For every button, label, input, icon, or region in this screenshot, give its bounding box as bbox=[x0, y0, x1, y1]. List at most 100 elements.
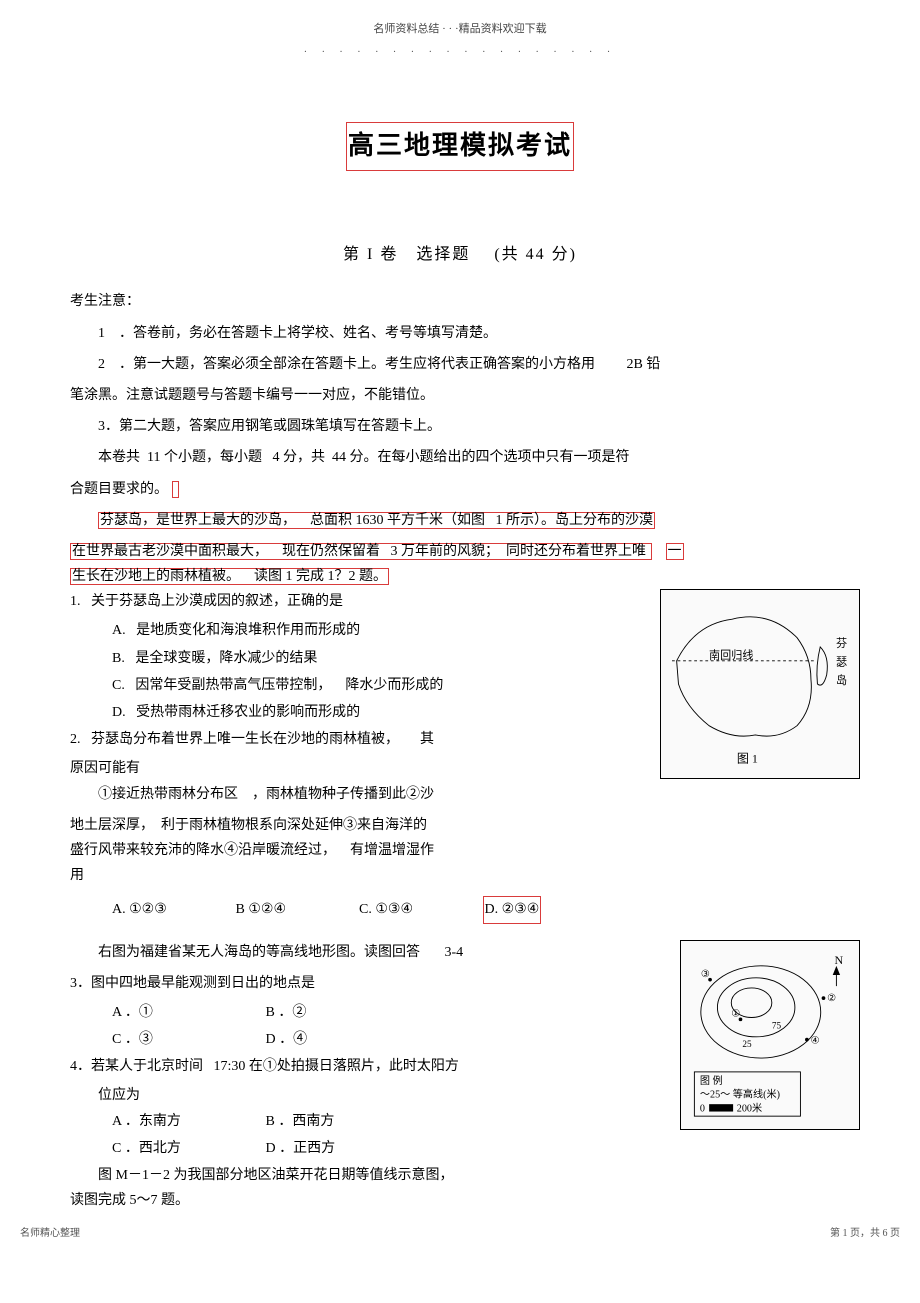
q3b: B ．② bbox=[266, 1000, 307, 1025]
q1ba: B. bbox=[112, 651, 125, 666]
q1-opt-a: A. 是地质变化和海浪堆积作用而形成的 bbox=[70, 618, 610, 643]
q1cb: 因常年受副热带高气压带控制， bbox=[135, 678, 331, 693]
map-australia-icon: 南回归线 芬 瑟 岛 图 1 bbox=[667, 596, 853, 772]
notice-2: 2 ．第一大题，答案必须全部涂在答题卡上。考生应将代表正确答案的小方格用 2B … bbox=[70, 352, 850, 377]
q4c: C ．西北方 bbox=[112, 1136, 262, 1161]
legend-title: 图 例 bbox=[700, 1073, 723, 1086]
q2oa: A. ①②③ bbox=[112, 897, 232, 922]
north-label: N bbox=[835, 953, 844, 967]
p1b: 总面积 1630 平方千米（如图 bbox=[310, 513, 485, 528]
p2e: 一 bbox=[666, 543, 684, 560]
section-type: 选择题 bbox=[416, 246, 470, 263]
q3c: C ．③ bbox=[112, 1027, 262, 1052]
q1cc: 降水少而形成的 bbox=[345, 678, 443, 693]
q1-opt-c: C. 因常年受副热带高气压带控制， 降水少而形成的 bbox=[70, 673, 610, 698]
q1ab: 是地质变化和海浪堆积作用而形成的 bbox=[136, 623, 360, 638]
q4-row1: A ．东南方 B ．西南方 bbox=[70, 1109, 610, 1134]
footer-left: 名师精心整理 bbox=[20, 1225, 80, 1243]
p2c: 3 万年前的风貌； bbox=[391, 544, 500, 559]
q2-line3: 盛行风带来较充沛的降水④沿岸暖流经过， 有增温增湿作 bbox=[70, 838, 610, 863]
passage1-line1: 芬瑟岛，是世界上最大的沙岛， 总面积 1630 平方千米（如图 1 所示）。岛上… bbox=[70, 508, 850, 533]
n4a: 本卷共 bbox=[98, 450, 140, 465]
island-label-2: 瑟 bbox=[836, 656, 847, 669]
p2b: 现在仍然保留着 bbox=[282, 544, 380, 559]
passage3-l1: 图 M－1－2 为我国部分地区油菜开花日期等值线示意图， bbox=[70, 1163, 610, 1188]
q1ca: C. bbox=[112, 678, 125, 693]
q3-row1: A ．① B ．② bbox=[70, 1000, 610, 1025]
contour-map-icon: N 25 75 ① ② ③ ④ 图 例 ～25～ 等高线(米) 0 200米 bbox=[687, 947, 853, 1123]
q1-opt-b: B. 是全球变暖，降水减少的结果 bbox=[70, 646, 610, 671]
q2-stem: 2. 芬瑟岛分布着世界上唯一生长在沙地的雨林植被， 其 bbox=[70, 727, 610, 752]
notice-3: 3．第二大题，答案应用钢笔或圆珠笔填写在答题卡上。 bbox=[70, 414, 850, 439]
q4sb: 17:30 在①处拍摄日落照片，此时太阳方 bbox=[214, 1059, 459, 1074]
q3d: D ．④ bbox=[266, 1027, 308, 1052]
q1bb: 是全球变暖，降水减少的结果 bbox=[135, 651, 317, 666]
notice-2-wrap: 笔涂黑。注意试题题号与答题卡编号一一对应，不能错位。 bbox=[70, 383, 850, 408]
q2-line4: 用 bbox=[70, 863, 610, 888]
notice-4: 本卷共 11 个小题，每小题 4 分，共 44 分。在每小题给出的四个选项中只有… bbox=[70, 445, 850, 470]
pt2: ② bbox=[827, 992, 836, 1003]
q4-row2: C ．西北方 D ．正西方 bbox=[70, 1136, 610, 1161]
q1db: 受热带雨林迁移农业的影响而形成的 bbox=[136, 705, 360, 720]
p3a: 生长在沙地上的雨林植被。 bbox=[72, 569, 240, 584]
q1-q2-block: 南回归线 芬 瑟 岛 图 1 1. 关于芬瑟岛上沙漠成因的叙述，正确的是 A. … bbox=[70, 589, 850, 923]
q3a: A ．① bbox=[112, 1000, 262, 1025]
q4sa: 4．若某人于北京时间 bbox=[70, 1059, 203, 1074]
section-score: (共 44 分) bbox=[494, 246, 577, 263]
figure-1: 南回归线 芬 瑟 岛 图 1 bbox=[660, 589, 860, 779]
passage2: 右图为福建省某无人海岛的等高线地形图。读图回答 3-4 bbox=[70, 940, 610, 965]
q2l2a: 地土层深厚， bbox=[70, 818, 154, 833]
q4-stem: 4．若某人于北京时间 17:30 在①处拍摄日落照片，此时太阳方 bbox=[70, 1054, 610, 1079]
section-header: 第 I 卷 选择题 (共 44 分) bbox=[70, 241, 850, 270]
p1l3: 生长在沙地上的雨林植被。 读图 1 完成 1？2 题。 bbox=[70, 568, 389, 585]
island-label-1: 芬 bbox=[836, 637, 847, 650]
island-label-3: 岛 bbox=[836, 673, 847, 687]
passage1-line3: 生长在沙地上的雨林植被。 读图 1 完成 1？2 题。 bbox=[70, 564, 850, 589]
q2l2b: 利于雨林植物根系向深处延伸③来自海洋的 bbox=[161, 818, 427, 833]
p1c: 1 所示）。岛上分布的沙漠 bbox=[496, 513, 654, 528]
p2l1a: 右图为福建省某无人海岛的等高线地形图。读图回答 bbox=[98, 945, 420, 960]
q2l1b: ，雨林植物种子传播到此②沙 bbox=[252, 787, 434, 802]
p2l1b: 3-4 bbox=[445, 945, 464, 960]
q3-q4-block: N 25 75 ① ② ③ ④ 图 例 ～25～ 等高线(米) 0 200米 右… bbox=[70, 940, 850, 1189]
figure-2: N 25 75 ① ② ③ ④ 图 例 ～25～ 等高线(米) 0 200米 bbox=[680, 940, 860, 1130]
hl-marker-1 bbox=[172, 481, 180, 498]
n1b: ．答卷前，务必在答题卡上将学校、姓名、考号等填写清楚。 bbox=[119, 326, 497, 341]
q1aa: A. bbox=[112, 623, 126, 638]
n4b: 11 个小题，每小题 bbox=[147, 450, 262, 465]
q2ob: B ①②④ bbox=[236, 897, 356, 922]
p2d: 同时还分布着世界上唯 bbox=[506, 544, 646, 559]
pt1: ① bbox=[731, 1008, 740, 1019]
notice-heading: 考生注意： bbox=[70, 289, 850, 314]
p1a: 芬瑟岛，是世界上最大的沙岛， bbox=[100, 513, 296, 528]
n2c: 2B 铅 bbox=[627, 357, 661, 372]
title-text: 高三地理模拟考试 bbox=[346, 122, 574, 171]
fig1-caption: 图 1 bbox=[737, 752, 758, 766]
q2l1a: ①接近热带雨林分布区 bbox=[98, 787, 238, 802]
q2-line2: 地土层深厚， 利于雨林植物根系向深处延伸③来自海洋的 bbox=[70, 813, 610, 838]
footer-right: 第 1 页，共 6 页 bbox=[830, 1225, 900, 1243]
n1a: 1 bbox=[98, 326, 105, 341]
passage3-l2: 读图完成 5～7 题。 bbox=[70, 1188, 850, 1213]
p3b: 读图 1 完成 1？2 题。 bbox=[254, 569, 387, 584]
q2oc: C. ①③④ bbox=[359, 897, 479, 922]
p1l2: 在世界最古老沙漠中面积最大， 现在仍然保留着 3 万年前的风貌； 同时还分布着世… bbox=[70, 543, 652, 560]
q1-opt-d: D. 受热带雨林迁移农业的影响而形成的 bbox=[70, 700, 610, 725]
n2a: 2 bbox=[98, 357, 105, 372]
q1da: D. bbox=[112, 705, 126, 720]
q4a: A ．东南方 bbox=[112, 1109, 262, 1134]
n4d: 44 分。在每小题给出的四个选项中只有一项是符 bbox=[332, 450, 630, 465]
notice-4-wrap: 合题目要求的。 bbox=[70, 477, 850, 502]
q3-stem: 3．图中四地最早能观测到日出的地点是 bbox=[70, 971, 610, 996]
pt4: ④ bbox=[811, 1035, 820, 1046]
tropic-label: 南回归线 bbox=[709, 648, 753, 662]
legend-contour: ～25～ 等高线(米) bbox=[700, 1087, 780, 1100]
q4b: B ．西南方 bbox=[266, 1109, 335, 1134]
q2od: D. ②③④ bbox=[483, 896, 542, 923]
q2l3b: 有增温增湿作 bbox=[350, 843, 434, 858]
legend-scale-a: 0 bbox=[700, 1103, 705, 1114]
n4wrap: 合题目要求的。 bbox=[70, 482, 168, 497]
passage1-line2: 在世界最古老沙漠中面积最大， 现在仍然保留着 3 万年前的风貌； 同时还分布着世… bbox=[70, 539, 850, 564]
q2-line1: ①接近热带雨林分布区 ，雨林植物种子传播到此②沙 bbox=[70, 782, 610, 807]
notice-1: 1 ．答卷前，务必在答题卡上将学校、姓名、考号等填写清楚。 bbox=[70, 321, 850, 346]
